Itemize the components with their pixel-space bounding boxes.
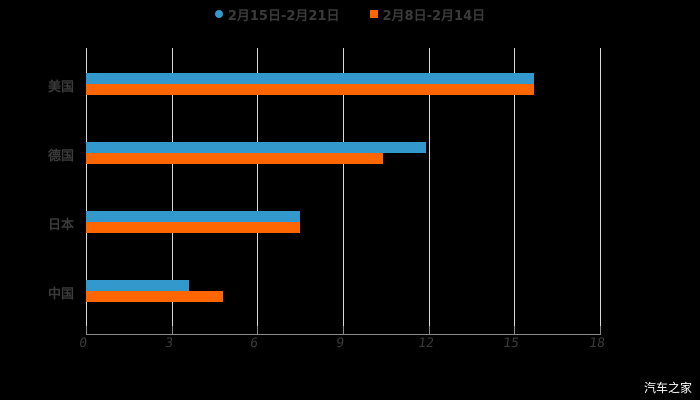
bar-feb8-14[interactable] <box>86 222 300 233</box>
watermark: 汽车之家 <box>643 381 692 395</box>
bar-feb15-21[interactable] <box>86 211 300 222</box>
x-tick-label: 3 <box>164 336 174 351</box>
gridline <box>514 48 515 326</box>
bar-feb15-21[interactable] <box>86 142 426 153</box>
bar-feb8-14[interactable] <box>86 291 223 302</box>
x-tick-label: 6 <box>249 336 259 351</box>
chart-legend: 2月15日-2月21日 2月8日-2月14日 <box>0 4 700 24</box>
category-label: 美国 <box>48 80 75 95</box>
axis-tick <box>429 326 430 334</box>
x-tick-label: 9 <box>335 336 345 351</box>
x-axis <box>86 334 601 335</box>
axis-tick <box>172 326 173 334</box>
gridline <box>343 48 344 326</box>
axis-tick <box>600 326 601 334</box>
axis-tick <box>343 326 344 334</box>
category-label: 日本 <box>48 218 75 233</box>
bar-feb15-21[interactable] <box>86 280 189 291</box>
legend-label: 2月8日-2月14日 <box>382 8 486 24</box>
legend-item-series-2[interactable]: 2月8日-2月14日 <box>369 5 486 24</box>
x-tick-label: 15 <box>502 336 520 351</box>
legend-item-series-1[interactable]: 2月15日-2月21日 <box>214 5 340 24</box>
x-tick-label: 18 <box>588 336 606 351</box>
bar-feb8-14[interactable] <box>86 153 383 164</box>
gridline <box>86 48 87 326</box>
bar-feb8-14[interactable] <box>86 84 534 95</box>
category-label: 中国 <box>48 287 75 302</box>
x-tick-label: 12 <box>417 336 435 351</box>
gridline <box>600 48 601 326</box>
gridline <box>172 48 173 326</box>
axis-tick <box>514 326 515 334</box>
gridline <box>429 48 430 326</box>
legend-square-icon <box>369 10 378 18</box>
bar-feb15-21[interactable] <box>86 73 534 84</box>
gridline <box>257 48 258 326</box>
axis-tick <box>257 326 258 334</box>
legend-label: 2月15日-2月21日 <box>227 8 340 24</box>
category-label: 德国 <box>48 149 75 164</box>
legend-circle-icon <box>214 10 223 18</box>
axis-tick <box>86 326 87 334</box>
x-tick-label: 0 <box>78 336 88 351</box>
